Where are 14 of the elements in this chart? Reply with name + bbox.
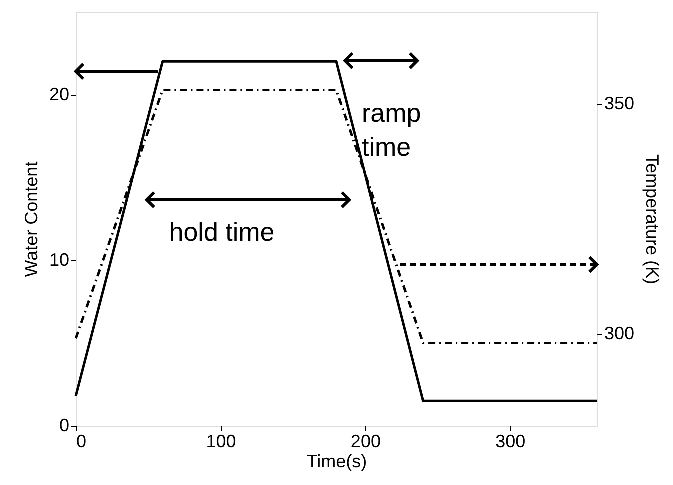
y2-axis-title: Temperature (K) bbox=[642, 154, 663, 285]
y2-tick-label: 350 bbox=[604, 94, 635, 114]
x-tick-label: 200 bbox=[350, 432, 381, 452]
annotation: ramp time bbox=[362, 98, 422, 162]
y-tick-label: 20 bbox=[49, 84, 70, 104]
x-tick-label: 0 bbox=[76, 432, 87, 452]
x-tick-label: 300 bbox=[496, 432, 526, 452]
y-axis-title: Water Content bbox=[21, 162, 42, 278]
y2-tick-label: 300 bbox=[604, 324, 635, 344]
x-tick-label: 100 bbox=[206, 432, 236, 452]
x-axis-title: Time(s) bbox=[306, 452, 368, 472]
y-tick-label: 0 bbox=[59, 416, 70, 436]
annotation: hold time bbox=[169, 217, 275, 247]
y-tick-label: 10 bbox=[49, 250, 70, 270]
